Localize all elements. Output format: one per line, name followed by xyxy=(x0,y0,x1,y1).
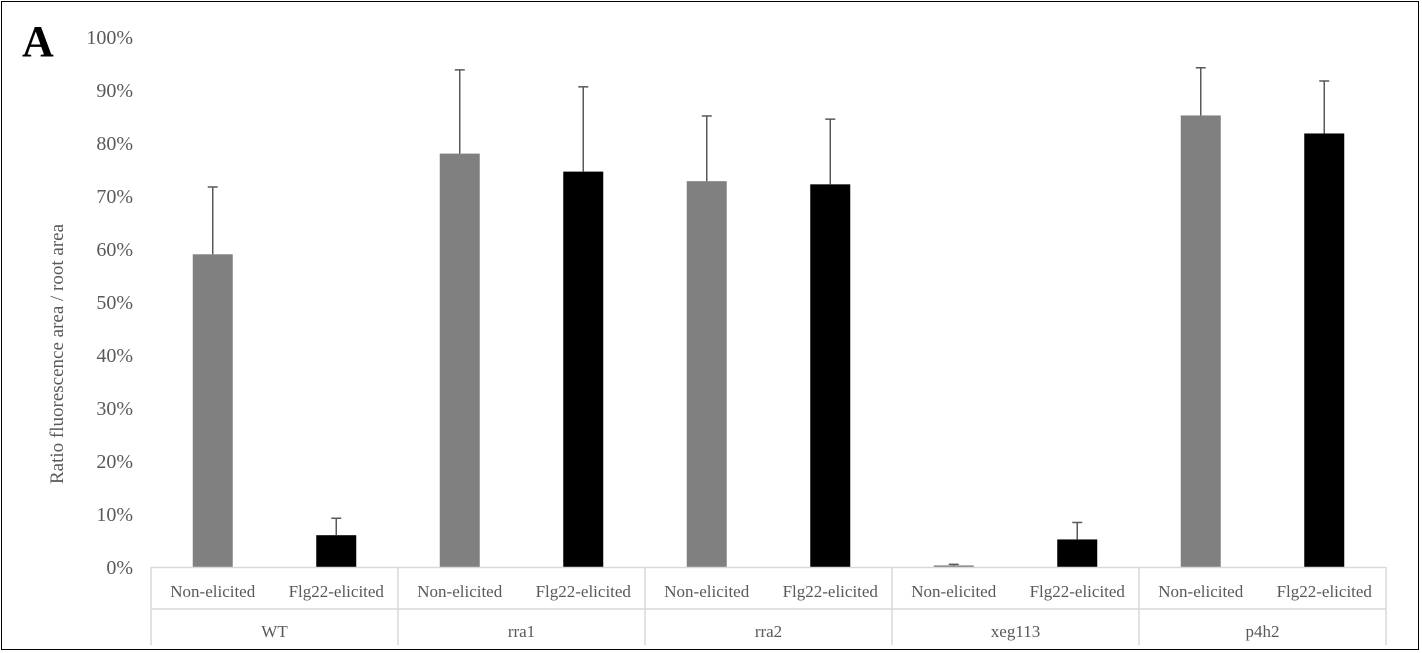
category-label: Flg22-elicited xyxy=(1277,582,1373,601)
bar-p4h2-non-elicited xyxy=(1180,115,1221,567)
bar-WT-non-elicited xyxy=(192,254,233,568)
group-label: rra1 xyxy=(508,622,535,641)
y-tick-label: 0% xyxy=(106,557,133,579)
y-tick-label: 80% xyxy=(96,133,133,155)
category-label: Flg22-elicited xyxy=(289,582,385,601)
category-label: Non-elicited xyxy=(170,582,255,601)
y-tick-label: 90% xyxy=(96,80,133,102)
category-label: Flg22-elicited xyxy=(536,582,632,601)
category-label: Non-elicited xyxy=(911,582,996,601)
y-axis-label: Ratio fluorescence area / root area xyxy=(47,223,68,484)
bar-xeg113-flg22-elicited xyxy=(1057,539,1098,567)
bar-xeg113-non-elicited xyxy=(933,565,974,567)
bar-rra1-non-elicited xyxy=(439,153,480,567)
group-label: WT xyxy=(261,622,288,641)
bar-rra1-flg22-elicited xyxy=(563,171,604,567)
category-label: Flg22-elicited xyxy=(783,582,879,601)
bar-rra2-non-elicited xyxy=(686,181,727,567)
group-label: p4h2 xyxy=(1246,622,1280,641)
category-label: Non-elicited xyxy=(1158,582,1243,601)
panel-label: A xyxy=(22,17,54,66)
bar-rra2-flg22-elicited xyxy=(810,184,851,567)
y-tick-label: 40% xyxy=(96,345,133,367)
y-tick-label: 20% xyxy=(96,451,133,473)
x-axis: Non-elicited Flg22-elicited WT Non-elicited… xyxy=(150,566,1387,645)
y-tick-label: 50% xyxy=(96,292,133,314)
category-label: Non-elicited xyxy=(664,582,749,601)
y-tick-label: 10% xyxy=(96,504,133,526)
y-axis: 0% 10% 20% 30% 40% 50% 60% 70% 80% 90% 100% xyxy=(86,27,133,579)
group-label: rra2 xyxy=(755,622,782,641)
y-tick-label: 30% xyxy=(96,398,133,420)
group-label: xeg113 xyxy=(991,622,1040,641)
bar-WT-flg22-elicited xyxy=(316,535,357,567)
category-label: Flg22-elicited xyxy=(1030,582,1126,601)
bar-p4h2-flg22-elicited xyxy=(1304,133,1345,567)
bars xyxy=(192,66,1345,568)
y-tick-label: 100% xyxy=(86,27,133,49)
y-tick-label: 60% xyxy=(96,239,133,261)
category-label: Non-elicited xyxy=(417,582,502,601)
y-tick-label: 70% xyxy=(96,186,133,208)
